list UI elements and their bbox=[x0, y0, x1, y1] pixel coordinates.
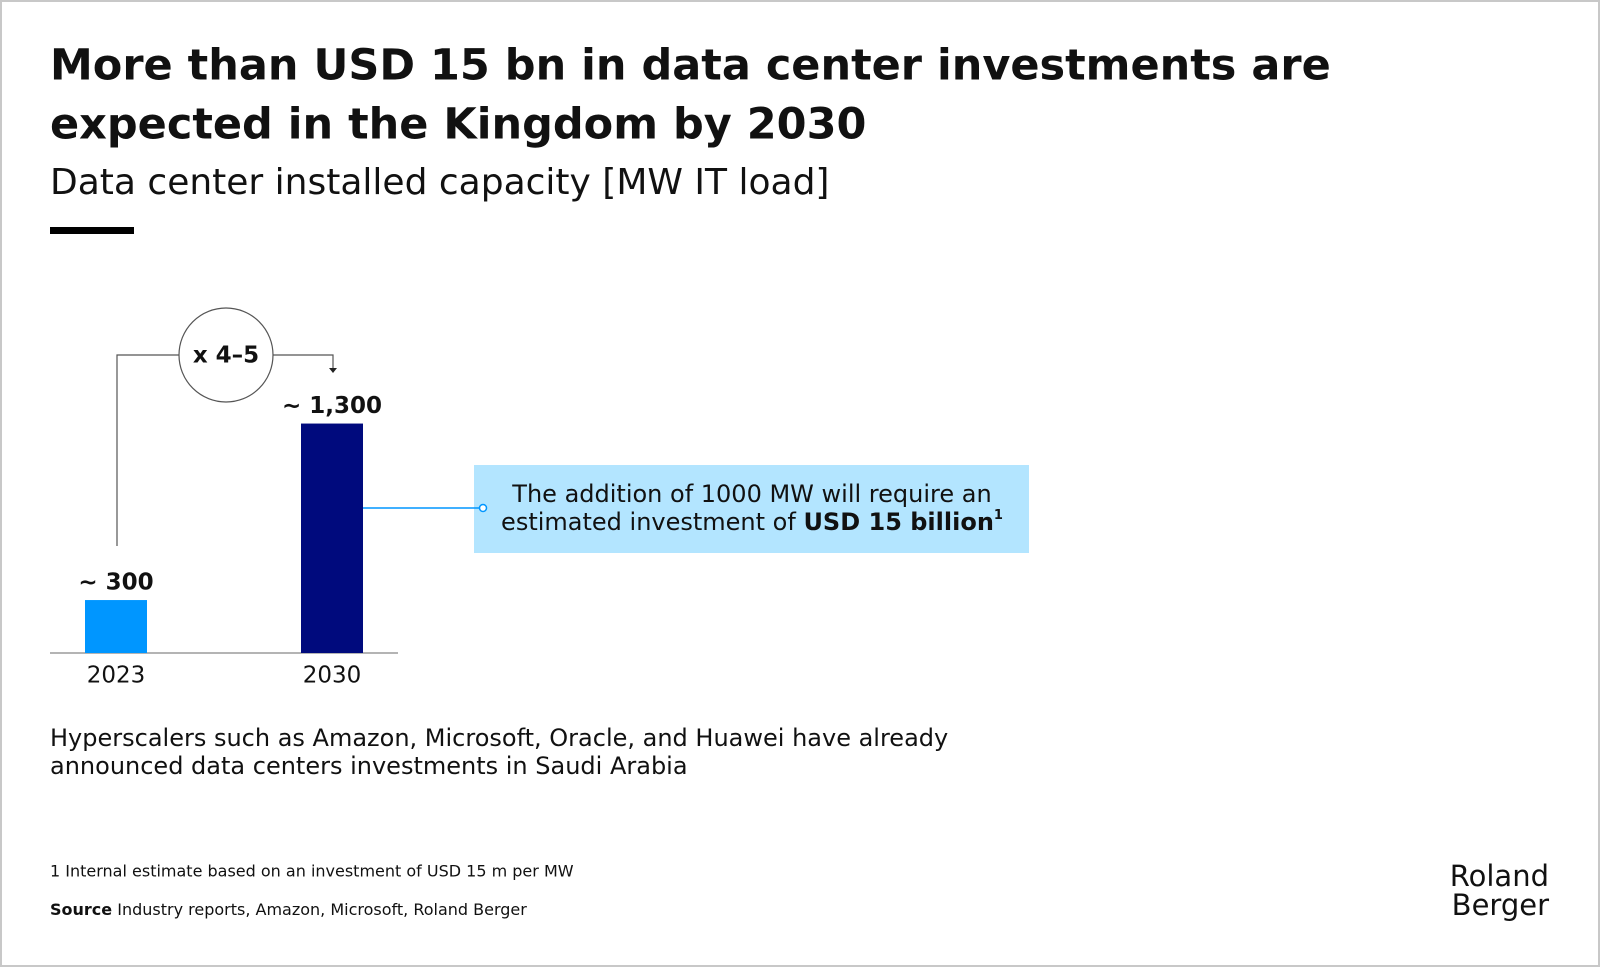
bar bbox=[85, 600, 147, 653]
note-text: Hyperscalers such as Amazon, Microsoft, … bbox=[50, 724, 948, 752]
subtitle: Data center installed capacity [MW IT lo… bbox=[50, 162, 829, 203]
callout-bold: USD 15 billion bbox=[803, 508, 993, 536]
footnote-ref: 1 bbox=[994, 508, 1003, 523]
arrow-head bbox=[329, 368, 337, 373]
logo: Berger bbox=[1452, 888, 1549, 922]
x-tick-label: 2030 bbox=[303, 663, 362, 689]
value-label: ~ 300 bbox=[78, 570, 153, 596]
accent-rule bbox=[50, 227, 134, 234]
callout-text: estimated investment of USD 15 billion1 bbox=[501, 508, 1003, 537]
source-text: Industry reports, Amazon, Microsoft, Rol… bbox=[112, 900, 527, 919]
callout-text: estimated investment of bbox=[501, 508, 803, 536]
bracket bbox=[273, 354, 334, 368]
note-text: announced data centers investments in Sa… bbox=[50, 752, 688, 780]
callout-box bbox=[474, 465, 1029, 553]
x-tick-label: 2023 bbox=[87, 663, 146, 689]
title-line: More than USD 15 bn in data center inves… bbox=[50, 41, 1331, 91]
connector-dot bbox=[478, 503, 488, 513]
bar bbox=[301, 423, 363, 653]
bracket bbox=[116, 354, 179, 546]
title-line: expected in the Kingdom by 2030 bbox=[50, 100, 866, 150]
callout-text: The addition of 1000 MW will require an bbox=[511, 480, 991, 508]
source: Source Industry reports, Amazon, Microso… bbox=[50, 900, 527, 919]
growth-circle bbox=[178, 307, 274, 403]
value-label: ~ 1,300 bbox=[282, 393, 382, 419]
logo: Roland bbox=[1450, 859, 1549, 893]
source-label: Source bbox=[50, 900, 112, 919]
footnote: 1 Internal estimate based on an investme… bbox=[50, 862, 574, 881]
growth-label: x 4–5 bbox=[193, 343, 259, 369]
